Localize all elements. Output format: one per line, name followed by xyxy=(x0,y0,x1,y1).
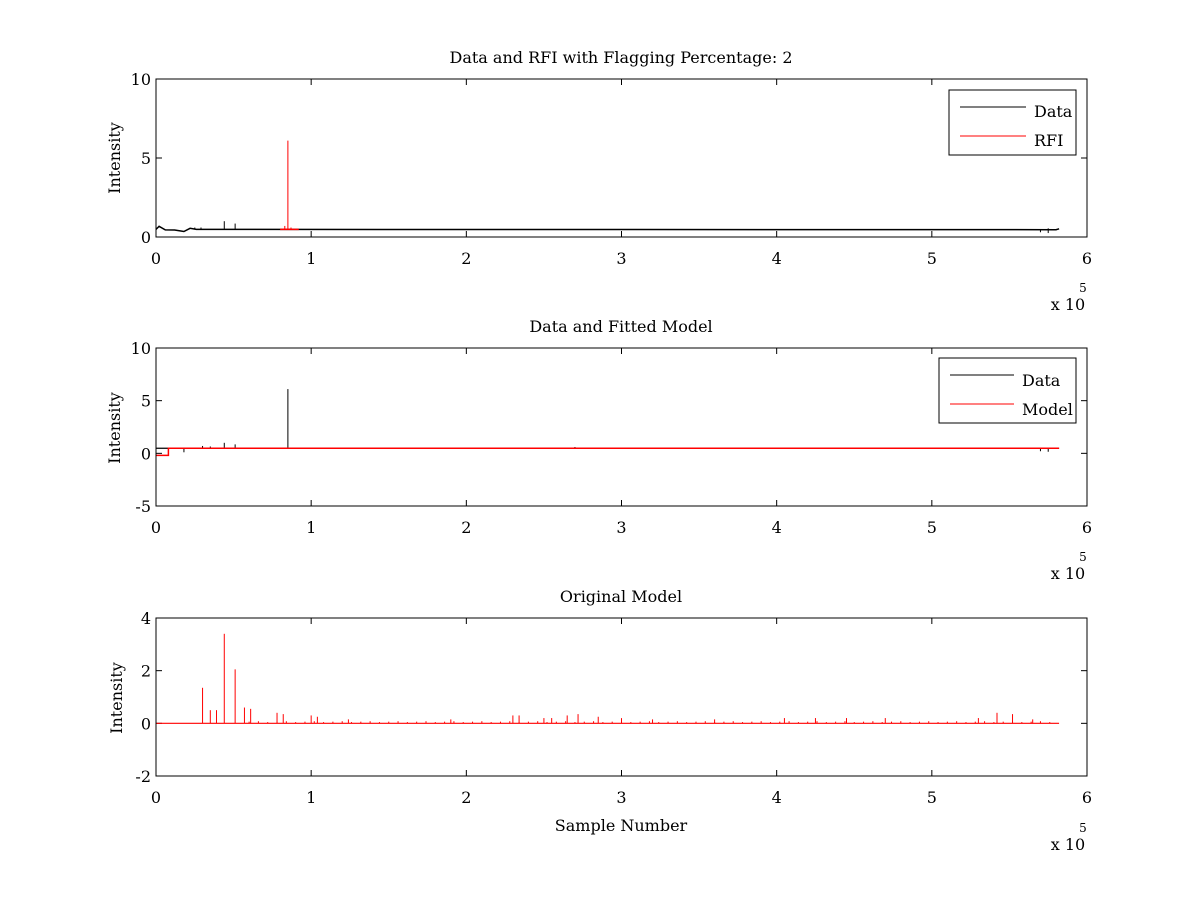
panel-3-x-multiplier: x 10 xyxy=(1051,835,1085,854)
panel-1-xtick-label: 3 xyxy=(616,249,626,268)
panel-3-title: Original Model xyxy=(560,587,682,606)
panel-1-legend-data: Data xyxy=(1034,102,1073,121)
panel-1-xtick-label: 5 xyxy=(927,249,937,268)
panel-2-xtick-label: 6 xyxy=(1082,518,1092,537)
panel-1-title: Data and RFI with Flagging Percentage: 2 xyxy=(449,48,792,67)
panel-2-xtick-label: 4 xyxy=(772,518,782,537)
panel-1-ylabel: Intensity xyxy=(105,122,124,194)
panel-3-xlabel: Sample Number xyxy=(555,816,688,835)
panel-1-series-data-line xyxy=(155,225,1060,233)
panel-1-xtick-label: 2 xyxy=(461,249,471,268)
panel-2-series-model-line xyxy=(156,447,1060,457)
panel-3-x-exponent: 5 xyxy=(1079,821,1087,835)
panel-2-xtick-label: 1 xyxy=(306,518,316,537)
panel-1: Data and RFI with Flagging Percentage: 2… xyxy=(105,48,1092,314)
panel-1-xtick-label: 4 xyxy=(772,249,782,268)
panel-2-ytick-label: 5 xyxy=(141,392,151,411)
panel-3-xtick-label: 2 xyxy=(461,788,471,807)
panel-3-xtick-label: 6 xyxy=(1082,788,1092,807)
panel-1-x-multiplier: x 10 xyxy=(1051,295,1085,314)
panel-2-x-exponent: 5 xyxy=(1079,550,1087,564)
panel-1-axes-box xyxy=(155,78,1088,238)
panel-1-ytick-label: 10 xyxy=(131,70,151,89)
panel-1-legend-box xyxy=(948,89,1077,156)
panel-2-xtick-label: 5 xyxy=(927,518,937,537)
panel-3-xtick-label: 5 xyxy=(927,788,937,807)
panel-1-xtick-label: 1 xyxy=(306,249,316,268)
panel-1-xtick-label: 0 xyxy=(151,249,161,268)
panel-2-ytick-label: -5 xyxy=(135,497,151,516)
panel-2-xtick-label: 2 xyxy=(461,518,471,537)
panel-2-xtick-label: 3 xyxy=(616,518,626,537)
panel-1-x-exponent: 5 xyxy=(1079,281,1087,295)
panel-1-xtick-label: 6 xyxy=(1082,249,1092,268)
panel-3-xtick-label: 1 xyxy=(306,788,316,807)
panel-2-legend-data: Data xyxy=(1022,371,1061,390)
panel-3-xtick-label: 3 xyxy=(616,788,626,807)
panel-3-ytick-label: 2 xyxy=(141,662,151,681)
panel-3-xtick-label: 4 xyxy=(772,788,782,807)
panel-2-xtick-label: 0 xyxy=(151,518,161,537)
panel-2-axes-box xyxy=(155,347,1088,507)
panel-1-legend-rfi: RFI xyxy=(1034,131,1063,150)
panel-2: Data and Fitted Model Intensity 0 1 2 3 4 5 6 -… xyxy=(105,317,1092,583)
panel-2-legend-box xyxy=(938,357,1077,424)
panel-2-x-multiplier: x 10 xyxy=(1051,564,1085,583)
panel-2-ytick-label: 0 xyxy=(141,444,151,463)
panel-3-ytick-label: 4 xyxy=(141,609,151,628)
panel-2-ylabel: Intensity xyxy=(105,392,124,464)
panel-2-legend: Data Model xyxy=(938,357,1077,424)
panel-3-xtick-label: 0 xyxy=(151,788,161,807)
panel-1-legend: Data RFI xyxy=(948,89,1077,156)
panel-2-title: Data and Fitted Model xyxy=(529,317,712,336)
panel-3-ytick-label: -2 xyxy=(135,767,151,786)
panel-1-ytick-label: 0 xyxy=(141,228,151,247)
panel-3-axes-box xyxy=(155,617,1088,777)
panel-2-ytick-label: 10 xyxy=(131,339,151,358)
panel-3-ytick-label: 0 xyxy=(141,714,151,733)
panel-3-ylabel: Intensity xyxy=(107,662,126,734)
panel-2-legend-model: Model xyxy=(1022,400,1073,419)
panel-1-ytick-label: 5 xyxy=(141,149,151,168)
